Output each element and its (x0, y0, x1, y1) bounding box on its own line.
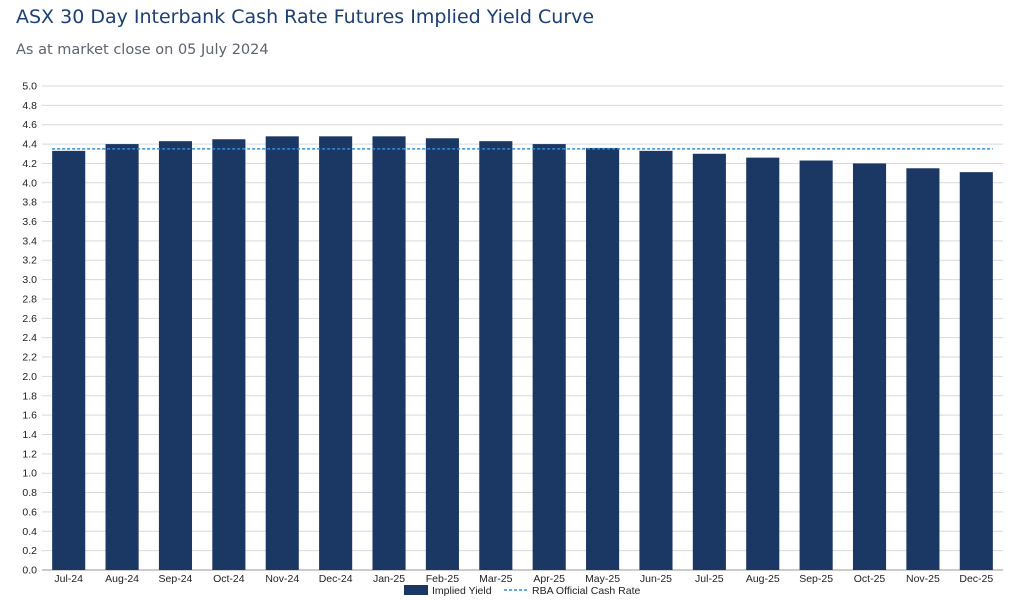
y-tick-label: 3.0 (22, 274, 37, 286)
bar-sep-25 (799, 160, 833, 570)
bar-may-25 (586, 147, 620, 570)
y-tick-label: 2.2 (22, 352, 37, 364)
x-tick-label: Jul-25 (695, 573, 724, 585)
x-tick-label: Jul-24 (54, 573, 83, 585)
bar-jun-25 (639, 150, 673, 570)
y-tick-label: 0.8 (22, 487, 37, 499)
bar-nov-25 (906, 168, 940, 570)
chart-title: ASX 30 Day Interbank Cash Rate Futures I… (16, 6, 595, 28)
bar-dec-24 (319, 136, 353, 570)
bar-apr-25 (532, 144, 566, 570)
bar-oct-24 (212, 139, 246, 571)
legend-label-rba-cash-rate: RBA Official Cash Rate (532, 585, 641, 597)
bar-aug-25 (746, 157, 780, 570)
y-tick-label: 0.2 (22, 545, 37, 557)
x-tick-label: Sep-25 (799, 573, 833, 585)
x-tick-label: Dec-24 (319, 573, 353, 585)
y-tick-label: 3.6 (22, 216, 37, 228)
y-tick-label: 4.4 (22, 139, 37, 151)
y-tick-label: 2.4 (22, 332, 37, 344)
x-tick-label: Feb-25 (426, 573, 459, 585)
x-tick-label: Apr-25 (533, 573, 565, 585)
y-tick-label: 3.4 (22, 235, 37, 247)
y-tick-label: 4.2 (22, 158, 37, 170)
x-tick-label: Nov-24 (265, 573, 299, 585)
bar-aug-24 (105, 144, 139, 570)
y-tick-label: 5.0 (22, 81, 37, 93)
bar-nov-24 (265, 136, 299, 570)
y-tick-label: 4.8 (22, 100, 37, 112)
chart-subtitle: As at market close on 05 July 2024 (16, 42, 269, 58)
x-tick-label: Jan-25 (373, 573, 405, 585)
y-tick-label: 2.8 (22, 293, 37, 305)
y-tick-label: 4.0 (22, 177, 37, 189)
bar-jan-25 (372, 136, 406, 570)
y-axis: 0.0 0.2 0.4 0.6 0.8 1.0 1.2 1.4 1.6 1.8 2.0 2.2 2.4 2… (22, 81, 37, 577)
y-tick-label: 1.8 (22, 390, 37, 402)
y-tick-label: 2.0 (22, 371, 37, 383)
x-tick-label: Aug-25 (746, 573, 780, 585)
y-tick-label: 1.2 (22, 448, 37, 460)
y-tick-label: 0.0 (22, 565, 37, 577)
y-tick-label: 3.8 (22, 197, 37, 209)
legend-label-implied-yield: Implied Yield (432, 585, 492, 597)
x-tick-label: Oct-25 (854, 573, 886, 585)
x-tick-label: May-25 (585, 573, 620, 585)
y-tick-label: 2.6 (22, 313, 37, 325)
y-tick-label: 0.4 (22, 526, 37, 538)
x-tick-label: Jun-25 (640, 573, 672, 585)
y-tick-label: 1.4 (22, 429, 37, 441)
y-tick-label: 1.6 (22, 410, 37, 422)
y-tick-label: 0.6 (22, 506, 37, 518)
x-axis: Jul-24 Aug-24 Sep-24 Oct-24 Nov-24 Dec-24 Jan-… (54, 573, 993, 585)
bar-oct-25 (852, 163, 887, 570)
x-tick-label: Dec-25 (959, 573, 993, 585)
grid-lines (42, 85, 1003, 571)
y-tick-label: 4.6 (22, 119, 37, 131)
x-tick-label: Aug-24 (105, 573, 139, 585)
y-tick-label: 1.0 (22, 468, 37, 480)
bar-jul-25 (692, 153, 726, 570)
bar-mar-25 (479, 141, 513, 570)
bar-jul-24 (52, 150, 86, 570)
x-tick-label: Mar-25 (479, 573, 512, 585)
bar-series (52, 136, 993, 571)
bar-sep-24 (158, 141, 193, 570)
x-tick-label: Sep-24 (159, 573, 193, 585)
y-tick-label: 3.2 (22, 255, 37, 267)
legend-swatch-implied-yield (404, 585, 428, 595)
bar-dec-25 (959, 172, 993, 571)
x-tick-label: Nov-25 (906, 573, 940, 585)
bar-feb-25 (425, 138, 459, 570)
x-tick-label: Oct-24 (213, 573, 245, 585)
legend: Implied Yield RBA Official Cash Rate (404, 585, 641, 597)
